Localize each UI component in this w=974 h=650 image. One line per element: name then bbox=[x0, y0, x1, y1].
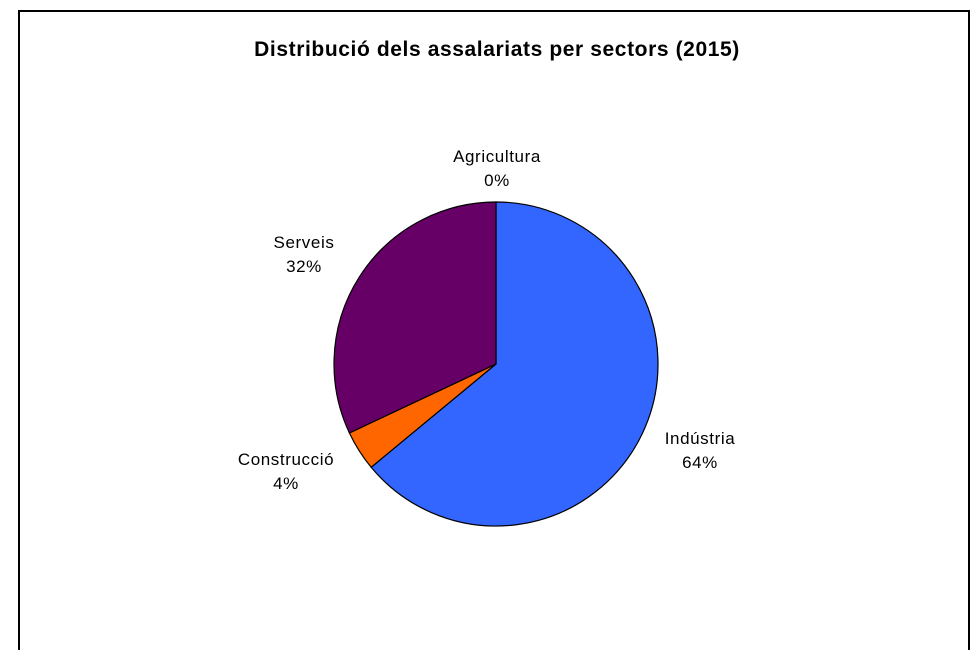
slice-pct-construccio: 4% bbox=[273, 474, 299, 493]
pie-slice-serveis bbox=[333, 201, 497, 434]
slice-labels: Agricultura 0% Indústria 64% Construcció 4% Se… bbox=[238, 147, 735, 493]
slice-label-construccio: Construcció bbox=[238, 450, 334, 469]
slice-label-agricultura: Agricultura bbox=[453, 147, 541, 166]
slice-pct-serveis: 32% bbox=[286, 257, 322, 276]
slice-label-industria: Indústria bbox=[665, 429, 736, 448]
slice-label-serveis: Serveis bbox=[274, 233, 335, 252]
pie-slice-industria bbox=[370, 201, 659, 527]
pie-slices bbox=[333, 201, 659, 527]
slice-pct-industria: 64% bbox=[682, 453, 718, 472]
chart-title: Distribució dels assalariats per sectors… bbox=[254, 38, 740, 61]
slice-pct-agricultura: 0% bbox=[484, 171, 510, 190]
